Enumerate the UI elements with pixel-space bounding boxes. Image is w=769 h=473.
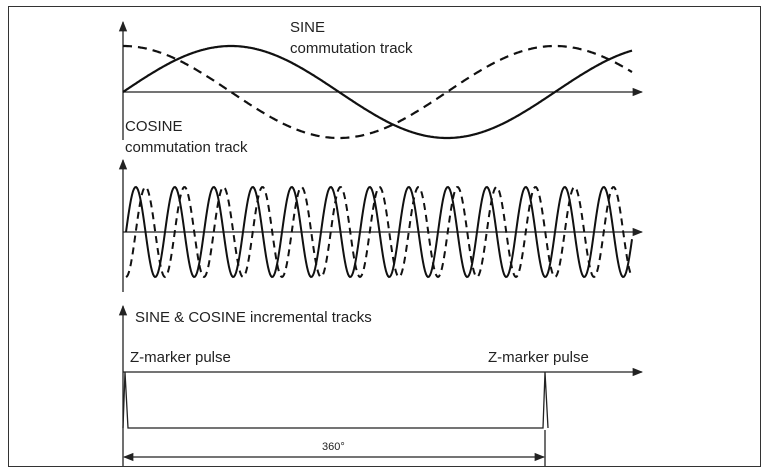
label: SINE [290, 19, 325, 36]
sine-curve [122, 44, 633, 140]
label: commutation track [125, 139, 248, 156]
label: SINE & COSINE incremental tracks [135, 309, 372, 326]
label: Z-marker pulse [130, 349, 231, 366]
cosine-curve [125, 186, 633, 279]
sine-curve [125, 185, 633, 279]
frame [8, 6, 761, 467]
label: commutation track [290, 40, 413, 57]
label: Z-marker pulse [488, 349, 589, 366]
label: COSINE [125, 118, 183, 135]
pulse-track [122, 371, 549, 429]
cosine-curve [123, 44, 633, 140]
span-label: 360° [322, 441, 345, 453]
